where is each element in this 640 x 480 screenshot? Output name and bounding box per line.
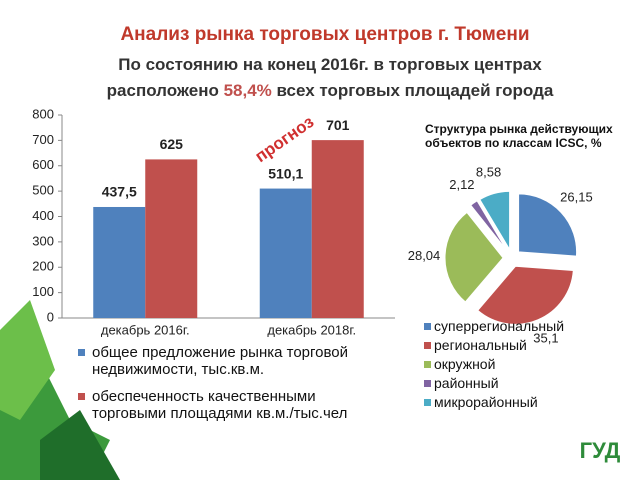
legend-swatch — [78, 393, 85, 400]
legend-label: региональный — [434, 337, 527, 353]
pie-slice — [470, 200, 508, 251]
pie-slice — [479, 190, 511, 252]
data-label: 2,12 — [449, 177, 474, 192]
y-tick-label: 100 — [32, 284, 54, 299]
bar — [311, 140, 364, 318]
legend-swatch — [424, 323, 431, 330]
data-label: 26,15 — [560, 190, 593, 205]
subtitle-highlight: 58,4% — [223, 81, 272, 100]
legend-label: окружной — [434, 356, 496, 372]
data-label: 437,5 — [102, 184, 137, 200]
bar — [93, 206, 146, 318]
subtitle: По состоянию на конец 2016г. в торговых … — [100, 52, 560, 104]
legend-swatch — [424, 380, 431, 387]
data-label: 510,1 — [268, 165, 303, 181]
x-tick-label: декабрь 2016г. — [101, 322, 190, 337]
legend-label: суперрегиональный — [434, 318, 565, 334]
legend-label: микрорайонный — [434, 394, 538, 410]
decor — [40, 410, 120, 480]
bar — [145, 159, 198, 318]
logo: ГУД — [580, 438, 621, 463]
data-label: 35,1 — [533, 331, 558, 346]
y-tick-label: 800 — [32, 106, 54, 121]
y-tick-label: 0 — [47, 309, 54, 324]
y-tick-label: 400 — [32, 208, 54, 223]
legend-label: общее предложение рынка торговой недвижи… — [92, 344, 349, 378]
legend-label: районный — [434, 375, 499, 391]
y-tick-label: 200 — [32, 259, 54, 274]
pie-slice — [444, 211, 504, 303]
decor — [0, 300, 55, 420]
data-label: 28,04 — [408, 248, 441, 263]
legend-swatch — [424, 361, 431, 368]
slide-title: Анализ рынка торговых центров г. Тюмени — [120, 24, 529, 45]
legend-swatch — [78, 349, 85, 356]
y-tick-label: 600 — [32, 157, 54, 172]
data-label: 8,58 — [476, 165, 501, 180]
legend-swatch — [424, 399, 431, 406]
data-label: 625 — [160, 136, 184, 152]
legend-swatch — [424, 342, 431, 349]
pie-slice — [477, 265, 574, 325]
annotation: прогноз — [252, 112, 318, 166]
x-tick-label: декабрь 2018г. — [267, 322, 356, 337]
subtitle-text: По состоянию на конец 2016г. в торговых … — [106, 55, 542, 100]
y-tick-label: 300 — [32, 233, 54, 248]
legend-label: обеспеченность качественными торговыми п… — [92, 388, 348, 422]
y-tick-label: 500 — [32, 183, 54, 198]
bar — [259, 188, 312, 318]
data-label: 701 — [326, 117, 350, 133]
pie-title: Структура рынка действующих объектов по … — [425, 122, 613, 150]
pie-slice — [518, 193, 578, 257]
subtitle-text: всех торговых площадей города — [271, 81, 554, 100]
y-tick-label: 700 — [32, 132, 54, 147]
